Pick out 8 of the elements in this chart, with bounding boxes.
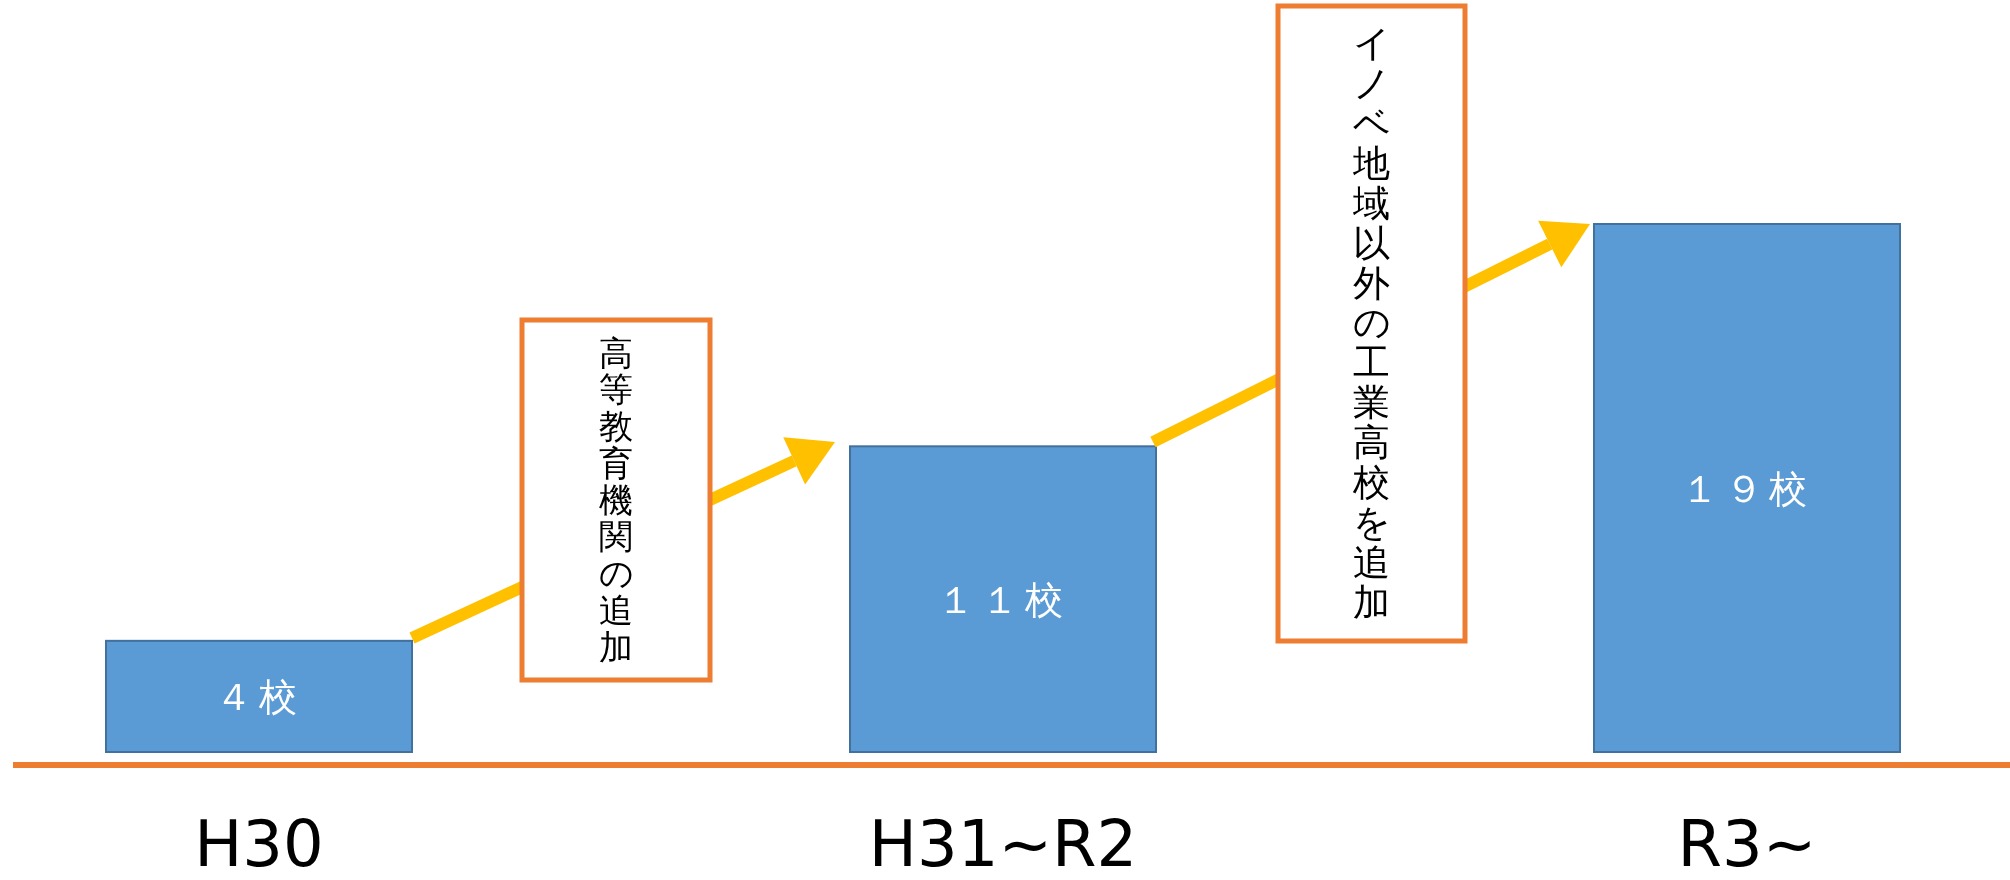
category-label: R3~	[1677, 807, 1817, 880]
value-label: １９校	[1681, 467, 1813, 511]
text: イノベ地域以外の工業高校を追加	[1352, 21, 1391, 625]
value-label: ４校	[215, 675, 303, 720]
category-label: H31~R2	[868, 807, 1138, 880]
category-label: H30	[194, 807, 324, 880]
value-label: １１校	[937, 578, 1069, 623]
text: 高等教育機関の追加	[598, 332, 634, 667]
